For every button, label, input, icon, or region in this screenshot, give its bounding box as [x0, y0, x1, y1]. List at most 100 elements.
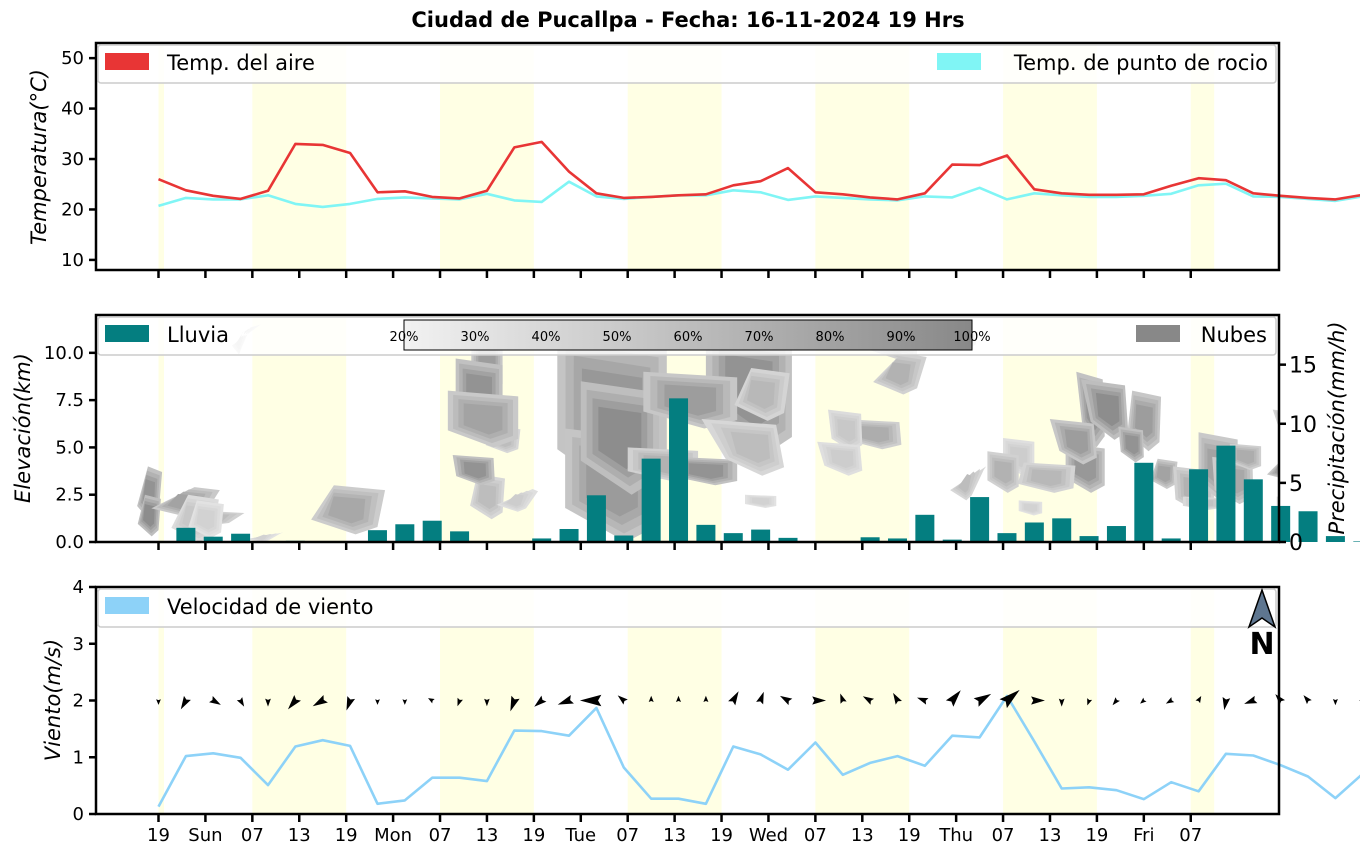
rain-bar [696, 524, 716, 542]
cloud-colorbar: 20% 30% 40% 50% 60% 70% 80% 90% 100% [390, 319, 991, 351]
wind-y-label: Viento(m/s) [41, 639, 65, 761]
rain-bar [1298, 511, 1318, 542]
y-tick-label: 10.0 [44, 343, 84, 364]
wind-arrow-head [648, 695, 654, 702]
x-tick-label: 07 [429, 825, 452, 846]
rain-bar [1079, 536, 1099, 542]
rain-bar [778, 537, 798, 542]
wind-arrow [973, 693, 992, 707]
rain-bar [751, 529, 771, 542]
rain-bar [614, 535, 634, 542]
wind-arrow-head [917, 697, 929, 705]
wind-arrow [676, 695, 681, 702]
temperature-y-ticks: 10 20 30 40 50 [61, 48, 96, 271]
wind-arrow [236, 697, 245, 707]
north-arrow-icon: N [1247, 587, 1277, 662]
wind-arrow [1222, 696, 1231, 711]
cloud-contour [885, 362, 911, 386]
y-tick-label: 20 [61, 199, 84, 220]
cloud-contour [1030, 469, 1062, 487]
wind-arrow [209, 696, 221, 705]
cloud-contour [730, 431, 771, 464]
rain-bar [367, 530, 387, 542]
cloud-contour [506, 494, 524, 507]
temperature-panel: 10 20 30 40 50 Temperatura(°C) Temp. del air… [27, 41, 1360, 278]
colorbar-tick-label: 80% [816, 330, 845, 345]
cloud-contour [1125, 434, 1139, 455]
wind-arrow-head [945, 690, 961, 707]
wind-arrow-head [1165, 697, 1175, 704]
x-tick-label: 07 [804, 825, 827, 846]
cloud-contour [688, 463, 724, 479]
legend-swatch-air-temp [105, 53, 149, 70]
wind-arrow [287, 695, 301, 710]
wind-arrow-head [676, 695, 681, 702]
precipitation-panel: 0.0 2.5 5.0 7.5 10.0 0 5 10 15 Elevación(km) Pr… [11, 313, 1360, 556]
cloud-contour [463, 403, 503, 435]
wind-arrow [375, 699, 380, 705]
x-tick-label: 07 [616, 825, 639, 846]
colorbar-tick-label: 30% [461, 330, 490, 345]
wind-legend-box [97, 588, 1277, 628]
north-arrow-label: N [1249, 627, 1274, 662]
wind-speed-line [157, 694, 1360, 808]
wind-arrow-head [756, 691, 764, 705]
cloud-contour [1310, 461, 1322, 480]
wind-arrow [893, 692, 902, 705]
colorbar-tick-label: 20% [390, 330, 419, 345]
wind-arrow-head [812, 696, 827, 705]
precipitation-y-ticks: 0 5 10 15 [1279, 354, 1317, 556]
rain-bar [915, 514, 935, 542]
wind-arrow [402, 699, 408, 705]
wind-arrow-head [534, 695, 547, 707]
wind-arrow [265, 698, 271, 707]
wind-arrow [557, 695, 574, 705]
legend-swatch-wind [105, 597, 149, 614]
wind-arrow [156, 699, 161, 705]
cloud-contour [1286, 399, 1301, 410]
rain-bar [532, 538, 552, 542]
wind-arrow [840, 693, 847, 704]
cloud-contour [1282, 396, 1305, 411]
wind-arrow [1303, 695, 1312, 705]
wind-arrow-head [579, 694, 602, 707]
cloud-contour [837, 418, 856, 442]
wind-arrow-head [1332, 699, 1338, 706]
colorbar-tick-label: 60% [674, 330, 703, 345]
y-tick-label: 2 [73, 691, 84, 712]
x-tick-label: 19 [898, 825, 921, 846]
wind-arrow-head [1087, 698, 1093, 706]
wind-arrow-head [1195, 695, 1202, 704]
night-band [1190, 43, 1215, 270]
dew-point-line [158, 180, 1360, 209]
cloud-contour [478, 484, 497, 510]
x-tick-label: Fri [1133, 825, 1154, 846]
y-tick-label: 2.5 [55, 485, 84, 506]
x-tick-label: 19 [1085, 825, 1108, 846]
precipitation-plot-frame [94, 313, 1281, 544]
wind-arrow-head [728, 691, 739, 706]
cloud-contour [463, 461, 486, 479]
colorbar-tick-label: 40% [532, 330, 561, 345]
rain-bar [887, 538, 907, 542]
wind-arrow [1165, 697, 1175, 704]
cloud-colorbar-labels: 20% 30% 40% 50% 60% 70% 80% 90% 100% [390, 330, 991, 345]
wind-arrow-head [999, 689, 1020, 709]
wind-arrow-head [1140, 697, 1147, 704]
wind-legend: Velocidad de viento [97, 588, 1277, 628]
wind-arrow-head [862, 696, 875, 705]
wind-arrow [346, 696, 356, 711]
elevation-y-ticks: 0.0 2.5 5.0 7.5 10.0 [44, 343, 96, 553]
wind-arrow [812, 696, 827, 705]
chart-title: Ciudad de Pucallpa - Fecha: 16-11-2024 1… [411, 8, 964, 32]
y-tick-label: 15 [1289, 354, 1317, 379]
wind-arrow [457, 697, 463, 707]
wind-arrow-head [1058, 698, 1065, 707]
wind-arrow-head [1222, 696, 1231, 711]
cloud-contour [1309, 459, 1324, 482]
legend-swatch-dew-point [937, 53, 981, 70]
wind-arrow-head [779, 695, 793, 706]
cloud-contour [994, 460, 1012, 484]
wind-arrow-head [1303, 695, 1312, 705]
